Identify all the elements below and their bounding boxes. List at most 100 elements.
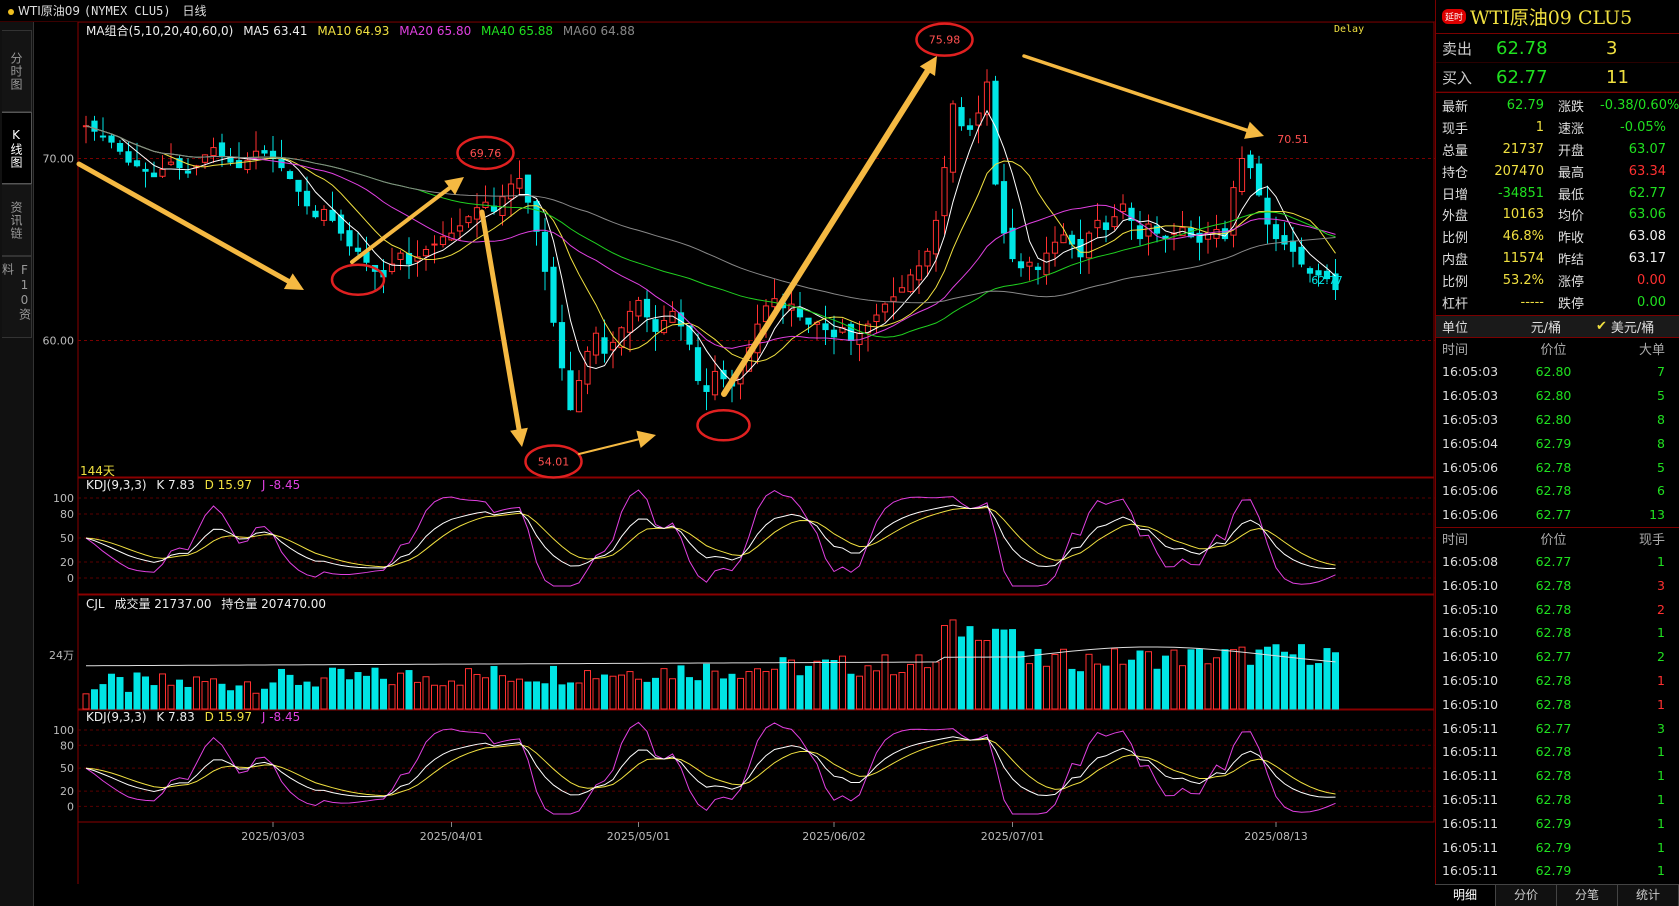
volume-bar <box>677 665 685 710</box>
candle-body <box>1026 261 1033 267</box>
ma-combo-label[interactable]: MA组合(5,10,20,40,60,0) <box>86 24 234 38</box>
candle-body <box>626 310 634 333</box>
candle-body <box>1255 163 1263 196</box>
volume-bar <box>312 686 319 710</box>
kline-chart-svg[interactable]: 70.00 60.00 69.76 54.01 75.98 70.51 62.77 100 80… <box>34 22 1435 884</box>
volume-bar <box>1179 665 1186 710</box>
volume-bar <box>949 619 957 710</box>
volume-bar <box>1068 668 1076 710</box>
unit-option-yuan[interactable]: 元/桶 <box>1530 320 1562 336</box>
candle-body <box>873 314 880 323</box>
candle-body <box>1145 223 1152 237</box>
volume-bar <box>541 683 549 710</box>
candle-body <box>796 308 804 318</box>
tab-tick[interactable]: 分笔 <box>1557 885 1618 906</box>
tab-detail[interactable]: 明细 <box>1435 885 1496 906</box>
table-row: 16:05:03 62.80 5 <box>1436 384 1679 408</box>
cell-price: 62.80 <box>1535 388 1572 404</box>
candle-body <box>286 171 294 180</box>
kdj-label-2[interactable]: KDJ(9,3,3) <box>86 710 147 724</box>
candle-body <box>354 247 362 252</box>
tab-stats[interactable]: 统计 <box>1618 885 1679 906</box>
quote-key: 现手 <box>1442 122 1469 138</box>
volume-bar <box>337 668 345 710</box>
cell-time: 16:05:10 <box>1442 649 1499 665</box>
candle-body <box>958 107 965 127</box>
annotation-label: 70.51 <box>1277 133 1309 146</box>
volume-bar <box>635 678 642 710</box>
candle-body <box>337 214 345 234</box>
kline-chart-area[interactable]: 70.00 60.00 69.76 54.01 75.98 70.51 62.77 100 80… <box>34 22 1435 884</box>
cell-price: 62.78 <box>1535 768 1572 784</box>
volume-bar <box>1009 629 1016 710</box>
candle-body <box>924 250 931 267</box>
cell-price: 62.78 <box>1535 696 1572 712</box>
candle-body <box>1323 270 1331 280</box>
volume-bar <box>1221 649 1229 710</box>
candle-body <box>898 287 906 293</box>
tab-f10[interactable]: F10资料 <box>1 256 32 338</box>
candle-body <box>499 196 506 216</box>
quote-row: 杠杆 ----- 跌停 0.00 <box>1436 291 1679 313</box>
volume-bar <box>1145 651 1152 710</box>
candle-body <box>1332 273 1339 291</box>
volume-bar <box>1162 655 1169 710</box>
col-price: 价位 <box>1540 343 1567 359</box>
volume-bar <box>1247 664 1254 710</box>
candle-body <box>507 183 515 200</box>
volume-bar <box>711 670 719 710</box>
kdj-label[interactable]: KDJ(9,3,3) <box>86 478 147 492</box>
cell-price: 62.78 <box>1535 625 1572 641</box>
volume-bar <box>941 625 948 710</box>
tab-kline[interactable]: K线图 <box>2 112 32 184</box>
quote-value: 63.08 <box>1628 229 1666 245</box>
volume-bar <box>805 665 812 710</box>
volume-bar <box>686 677 693 710</box>
candle-body <box>346 230 353 247</box>
table-row: 16:05:10 62.78 3 <box>1436 573 1679 597</box>
tab-price-split[interactable]: 分价 <box>1496 885 1557 906</box>
quote-value: 10163 <box>1502 207 1544 223</box>
cell-price: 62.79 <box>1535 863 1572 879</box>
cjl-label[interactable]: CJL <box>86 597 105 611</box>
volume-bar <box>873 670 880 710</box>
volume-bar <box>856 675 863 710</box>
price-tick-label: 60.00 <box>43 335 75 348</box>
candle-body <box>1111 216 1118 228</box>
sell-row: 卖出 62.78 3 <box>1436 34 1679 63</box>
volume-bar <box>567 682 574 710</box>
unit-option-usd[interactable]: 美元/桶 <box>1610 320 1655 336</box>
period-selector[interactable]: 日线 <box>182 4 207 18</box>
volume-bar <box>499 675 506 710</box>
candle-body <box>184 170 192 174</box>
table-row: 16:05:11 62.77 3 <box>1436 716 1679 740</box>
symbol-selector[interactable]: WTI原油09 (NYMEX CLU5) <box>8 2 171 19</box>
candle-body <box>975 112 982 126</box>
cell-time: 16:05:06 <box>1442 483 1499 499</box>
candle-body <box>609 341 617 351</box>
buy-price: 62.77 <box>1496 66 1548 88</box>
candle-body <box>125 151 132 163</box>
candle-body <box>465 216 472 224</box>
candle-body <box>312 210 319 218</box>
volume-bar <box>150 685 158 710</box>
kdj-d-line <box>85 738 1336 797</box>
tab-news[interactable]: 资讯链 <box>2 184 32 256</box>
tab-timeshare[interactable]: 分时图 <box>2 30 32 112</box>
candle-body <box>830 329 838 338</box>
cell-price: 62.79 <box>1535 815 1572 831</box>
candle-body <box>159 168 166 177</box>
buy-label: 买入 <box>1442 68 1473 87</box>
volume-bar <box>694 680 702 710</box>
cell-price: 62.79 <box>1535 839 1572 855</box>
quote-value: ----- <box>1520 294 1544 310</box>
quote-row: 比例 53.2% 涨停 0.00 <box>1436 269 1679 291</box>
volume-bar <box>465 668 472 710</box>
kdj-tick-label: 50 <box>60 532 74 545</box>
trend-arrow-head <box>919 56 937 77</box>
candle-body <box>890 296 897 302</box>
trend-arrow <box>479 209 522 432</box>
candle-body <box>1119 203 1127 213</box>
trend-arrow-head <box>1244 121 1264 139</box>
volume-bar <box>915 654 923 710</box>
